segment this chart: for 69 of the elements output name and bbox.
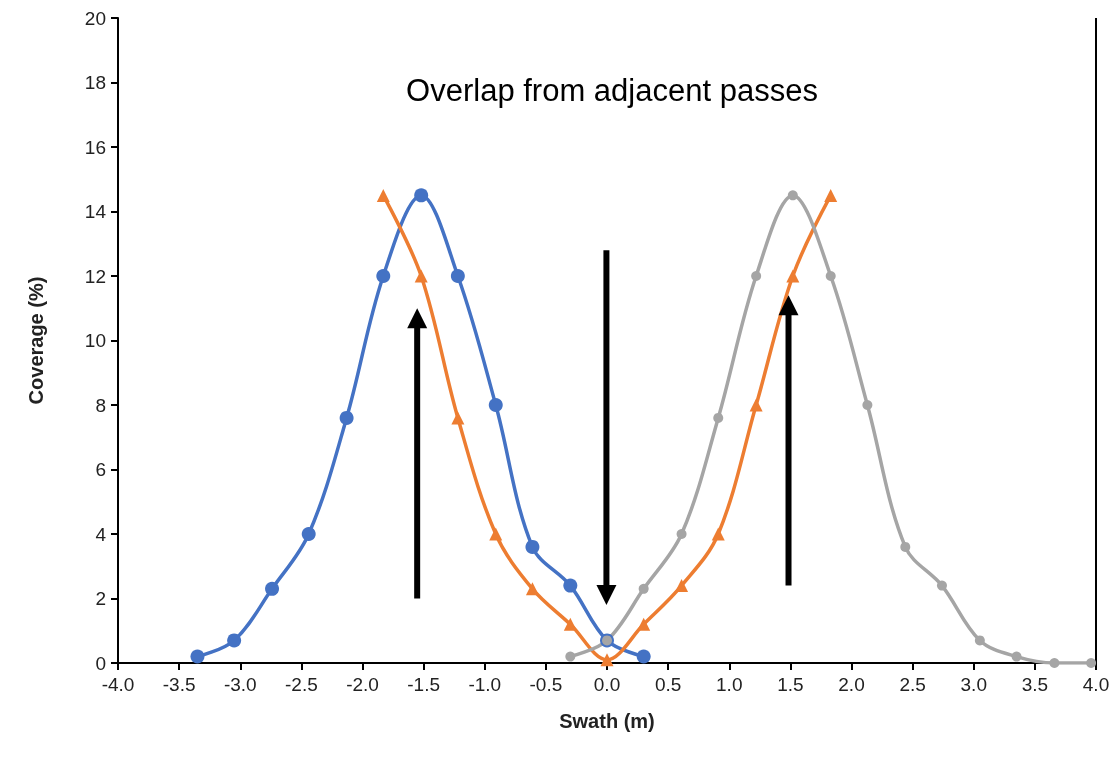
point <box>450 269 465 283</box>
point <box>488 398 503 412</box>
point <box>824 188 838 202</box>
x-tick-label: 3.0 <box>960 674 987 695</box>
point <box>936 580 947 591</box>
point <box>751 271 762 281</box>
x-tick-label: 2.0 <box>838 674 865 695</box>
y-tick-label: 6 <box>95 459 106 480</box>
y-tick-label: 14 <box>84 201 107 222</box>
point <box>749 398 763 412</box>
point <box>1049 658 1060 668</box>
point <box>301 527 316 541</box>
point <box>636 649 651 664</box>
x-tick-label: -1.5 <box>407 674 440 695</box>
y-tick-label: 2 <box>95 588 106 609</box>
point <box>637 617 651 631</box>
x-tick-label: -3.0 <box>223 674 257 695</box>
point <box>787 190 798 201</box>
x-tick-label: -0.5 <box>529 674 563 695</box>
y-tick-label: 0 <box>95 652 106 674</box>
point <box>414 188 429 203</box>
point <box>825 271 836 281</box>
point <box>227 633 242 648</box>
point <box>339 410 354 425</box>
y-tick-label: 10 <box>84 330 106 351</box>
point <box>376 188 390 202</box>
point <box>190 649 205 664</box>
y-tick-label: 8 <box>95 394 106 416</box>
y-tick-label: 16 <box>84 136 106 158</box>
y-tick-label: 12 <box>84 265 106 287</box>
x-tick-label: 1.5 <box>777 674 804 695</box>
point <box>600 653 614 667</box>
y-tick-label: 18 <box>84 72 106 93</box>
x-tick-label: 0.5 <box>654 674 682 695</box>
text: Overlap from adjacent passes <box>406 73 818 108</box>
point <box>451 411 465 425</box>
point <box>489 527 503 541</box>
point <box>786 269 800 283</box>
point <box>565 651 576 662</box>
point <box>414 269 428 283</box>
point <box>675 579 689 593</box>
point <box>638 583 649 594</box>
x-tick-label: 0.0 <box>593 674 621 695</box>
point <box>525 582 539 596</box>
x-tick-label: -1.0 <box>468 674 502 695</box>
x-tick-label: 2.5 <box>899 674 926 695</box>
x-tick-label: 4.0 <box>1082 674 1110 695</box>
point <box>974 635 985 646</box>
x-tick-label: 3.5 <box>1021 674 1049 695</box>
y-axis-title: Coverage (%) <box>25 276 47 405</box>
x-tick-label: -2.0 <box>346 674 379 695</box>
point <box>525 539 540 554</box>
x-tick-label: 1.0 <box>716 674 743 695</box>
y-tick-label: 20 <box>84 7 106 29</box>
point <box>676 529 687 539</box>
point <box>1011 651 1022 662</box>
point <box>713 412 724 423</box>
point <box>900 541 911 552</box>
point <box>563 578 578 593</box>
x-tick-label: -2.5 <box>285 674 318 695</box>
x-tick-label: -3.5 <box>162 674 196 695</box>
point <box>563 617 577 631</box>
point <box>265 581 280 596</box>
x-tick-label: -4.0 <box>101 674 135 695</box>
point <box>376 269 391 283</box>
point <box>711 527 725 541</box>
x-axis-title: Swath (m) <box>559 710 655 732</box>
y-tick-label: 4 <box>95 523 107 545</box>
point <box>862 400 873 410</box>
